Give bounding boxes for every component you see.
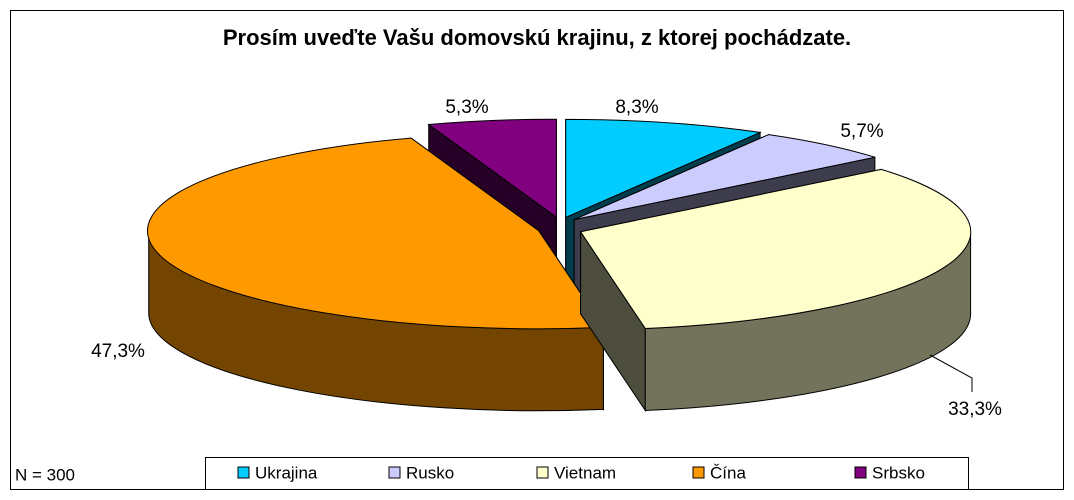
slice xyxy=(579,168,972,330)
chart-title: Prosím uveďte Vašu domovskú krajinu, z k… xyxy=(222,25,852,50)
legend-label: Rusko xyxy=(406,463,454,482)
data-label: 8,3% xyxy=(615,97,658,118)
slice xyxy=(147,137,605,330)
legend-box xyxy=(205,457,969,490)
legend-label: Čína xyxy=(710,463,746,482)
leader-line xyxy=(929,354,973,392)
slice xyxy=(573,134,876,221)
legend-label: Srbsko xyxy=(872,463,925,482)
data-label: 5,3% xyxy=(445,97,488,118)
legend-swatch xyxy=(692,466,705,479)
legend-swatch xyxy=(237,466,250,479)
slice xyxy=(565,118,762,219)
data-label: 5,7% xyxy=(840,121,883,142)
legend-label: Ukrajina xyxy=(255,463,318,482)
legend-swatch xyxy=(854,466,867,479)
data-label: 47,3% xyxy=(91,341,145,362)
slice xyxy=(427,118,557,219)
legend-label: Vietnam xyxy=(554,463,616,482)
data-label: 33,3% xyxy=(948,399,1002,420)
annotation: N = 300 xyxy=(15,465,75,484)
legend-swatch xyxy=(536,466,549,479)
legend-swatch xyxy=(388,466,401,479)
